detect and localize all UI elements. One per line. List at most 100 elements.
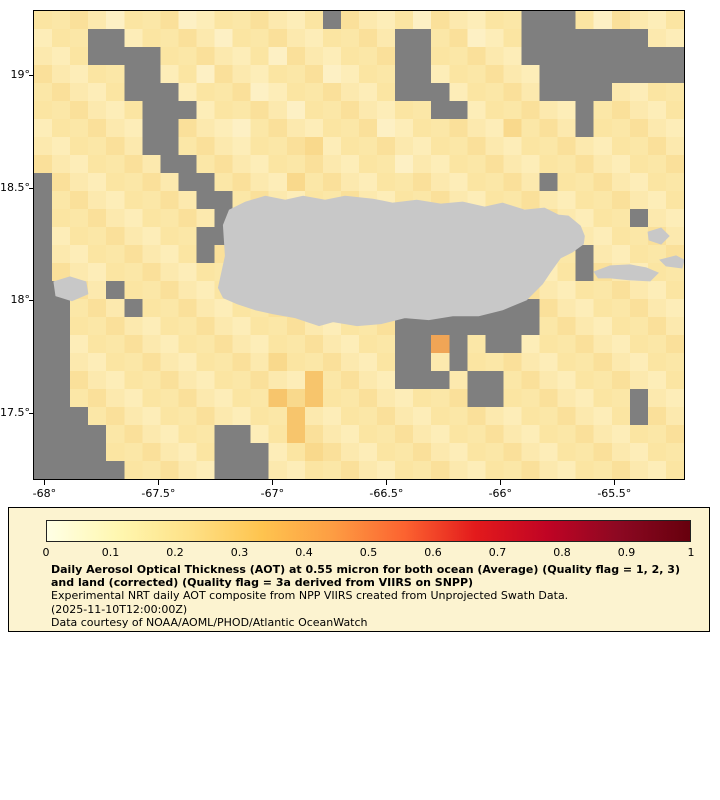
aot-cell: [611, 460, 631, 479]
aot-cell: [503, 352, 522, 372]
aot-cell: [214, 83, 234, 102]
no-data-cell: [34, 298, 53, 318]
aot-cell: [611, 406, 631, 426]
no-data-cell: [142, 137, 161, 156]
aot-raster: [34, 11, 684, 479]
aot-cell: [88, 118, 107, 138]
aot-cell: [70, 226, 89, 246]
aot-cell: [647, 191, 667, 210]
aot-cell: [52, 209, 71, 228]
aot-cell: [575, 352, 595, 372]
aot-cell: [250, 11, 270, 30]
aot-cell: [485, 443, 504, 462]
no-data-cell: [485, 371, 504, 390]
no-data-cell: [413, 334, 432, 354]
no-data-cell: [575, 100, 595, 120]
aot-cell: [340, 118, 360, 138]
mona-landmass: [53, 276, 89, 302]
no-data-cell: [629, 64, 649, 84]
aot-cell: [250, 137, 270, 156]
aot-cell: [304, 352, 324, 372]
aot-cell: [52, 29, 71, 48]
aot-cell: [467, 406, 486, 426]
aot-cell: [539, 155, 559, 174]
aot-cell: [52, 191, 71, 210]
aot-cell: [106, 155, 125, 174]
aot-cell: [359, 118, 378, 138]
aot-cell: [539, 118, 559, 138]
aot-cell: [124, 443, 143, 462]
aot-cell: [106, 83, 125, 102]
aot-cell: [413, 406, 432, 426]
aot-cell: [286, 334, 306, 354]
aot-cell: [521, 334, 541, 354]
aot-cell: [178, 83, 197, 102]
aot-cell: [557, 280, 577, 300]
aot-cell: [647, 118, 667, 138]
legend-text-block: Daily Aerosol Optical Thickness (AOT) at…: [51, 563, 701, 631]
no-data-cell: [629, 29, 649, 48]
no-data-cell: [593, 46, 613, 66]
aot-cell: [557, 460, 577, 479]
aot-cell: [485, 425, 504, 444]
aot-cell: [322, 29, 342, 48]
aot-cell: [196, 317, 216, 336]
aot-cell: [88, 245, 107, 264]
aot-cell: [142, 352, 161, 372]
aot-cell: [665, 209, 684, 228]
aot-cell: [322, 334, 342, 354]
aot-cell: [142, 406, 161, 426]
no-data-cell: [395, 29, 414, 48]
aot-cell: [413, 155, 432, 174]
aot-cell: [611, 100, 631, 120]
aot-cell: [70, 155, 89, 174]
no-data-cell: [521, 298, 541, 318]
no-data-cell: [124, 83, 143, 102]
aot-cell: [268, 155, 288, 174]
aot-cell: [611, 226, 631, 246]
aot-cell: [539, 100, 559, 120]
aot-cell: [322, 371, 342, 390]
aot-cell: [629, 191, 649, 210]
aot-cell: [359, 371, 378, 390]
aot-cell: [268, 46, 288, 66]
aot-cell: [160, 317, 179, 336]
aot-cell: [629, 100, 649, 120]
aot-cell: [647, 83, 667, 102]
aot-cell: [449, 137, 468, 156]
aot-cell: [593, 100, 613, 120]
x-axis-label: -66.5°: [369, 487, 404, 500]
aot-cell: [196, 460, 216, 479]
aot-cell: [485, 137, 504, 156]
aot-cell: [196, 352, 216, 372]
aot-cell: [395, 425, 414, 444]
aot-cell: [665, 226, 684, 246]
no-data-cell: [52, 406, 71, 426]
no-data-cell: [467, 389, 486, 408]
aot-cell: [503, 406, 522, 426]
aot-cell: [52, 11, 71, 30]
aot-cell: [268, 29, 288, 48]
aot-cell: [359, 100, 378, 120]
aot-cell: [142, 11, 161, 30]
aot-cell: [178, 334, 197, 354]
aot-cell: [377, 389, 396, 408]
aot-cell: [106, 64, 125, 84]
aot-cell: [88, 334, 107, 354]
aot-cell: [377, 460, 396, 479]
x-axis-label: -67.5°: [141, 487, 176, 500]
aot-cell: [268, 83, 288, 102]
colorbar-tick-label: 0: [42, 546, 50, 559]
aot-cell: [142, 371, 161, 390]
aot-cell: [160, 371, 179, 390]
aot-cell: [196, 46, 216, 66]
x-axis-tick: [44, 480, 46, 485]
no-data-cell: [395, 334, 414, 354]
colorbar-tick-label: 0.6: [424, 546, 442, 559]
aot-cell: [521, 191, 541, 210]
aot-cell: [593, 317, 613, 336]
aot-cell: [124, 406, 143, 426]
aot-cell: [611, 317, 631, 336]
no-data-cell: [395, 83, 414, 102]
aot-cell: [593, 298, 613, 318]
